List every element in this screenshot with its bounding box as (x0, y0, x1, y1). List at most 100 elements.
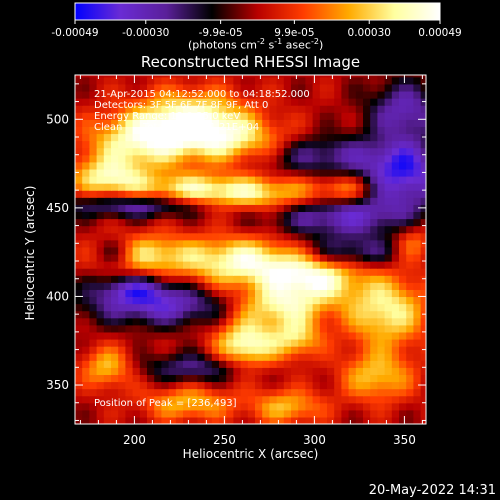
heatmap-cell (132, 282, 141, 290)
heatmap-cell (391, 197, 400, 205)
heatmap-cell (147, 83, 155, 92)
heatmap-cell (363, 303, 371, 312)
heatmap-cell (413, 303, 422, 312)
heatmap-cell (384, 374, 393, 383)
heatmap-cell (82, 282, 90, 290)
heatmap-cell (247, 133, 256, 142)
heatmap-cell (348, 211, 357, 220)
heatmap-cell (276, 190, 285, 198)
heatmap-cell (247, 140, 256, 149)
heatmap-cell (312, 388, 321, 397)
heatmap-cell (255, 416, 263, 424)
heatmap-cell (327, 261, 335, 269)
heatmap-cell (190, 197, 198, 205)
heatmap-cell (132, 133, 141, 142)
heatmap-cell (233, 147, 242, 156)
heatmap-cell (334, 296, 342, 305)
heatmap-cell (139, 211, 148, 220)
heatmap-cell (175, 133, 184, 142)
heatmap-cell (269, 275, 278, 283)
heatmap-cell (147, 98, 155, 106)
heatmap-cell (240, 416, 249, 424)
heatmap-cell (82, 168, 90, 177)
heatmap-cell (175, 175, 184, 184)
heatmap-cell (139, 282, 148, 290)
heatmap-cell (377, 147, 386, 156)
heatmap-cell (240, 183, 249, 191)
heatmap-cell (168, 105, 177, 113)
heatmap-cell (370, 232, 378, 241)
heatmap-cell (111, 90, 119, 99)
heatmap-cell (154, 161, 162, 170)
heatmap-cell (334, 105, 342, 113)
heatmap-cell (211, 246, 220, 255)
heatmap-cell (197, 388, 206, 397)
heatmap-cell (226, 239, 234, 248)
heatmap-cell (283, 317, 292, 326)
heatmap-cell (399, 324, 407, 333)
heatmap-cell (103, 211, 112, 220)
heatmap-cell (118, 140, 126, 149)
heatmap-cell (132, 197, 141, 205)
heatmap-cell (377, 190, 386, 198)
heatmap-cell (363, 161, 371, 170)
heatmap-cell (291, 296, 299, 305)
heatmap-cell (377, 338, 386, 347)
heatmap-cell (204, 90, 213, 99)
heatmap-cell (197, 168, 206, 177)
heatmap-cell (384, 133, 393, 142)
heatmap-cell (319, 374, 328, 383)
heatmap-cell (399, 246, 407, 255)
heatmap-cell (391, 119, 400, 127)
heatmap-cell (269, 147, 278, 156)
heatmap-cell (370, 83, 378, 92)
heatmap-cell (384, 183, 393, 191)
heatmap-cell (399, 140, 407, 149)
heatmap-cell (255, 98, 263, 106)
heatmap-cell (96, 338, 105, 347)
heatmap-cell (240, 388, 249, 397)
heatmap-cell (291, 261, 299, 269)
heatmap-cell (399, 76, 407, 85)
heatmap-cell (355, 268, 364, 276)
heatmap-cell (413, 310, 422, 319)
heatmap-cell (262, 168, 270, 177)
heatmap-cell (111, 204, 119, 213)
heatmap-cell (219, 133, 227, 142)
heatmap-cell (118, 98, 126, 106)
heatmap-cell (413, 275, 422, 283)
heatmap-cell (283, 303, 292, 312)
heatmap-cell (384, 402, 393, 411)
heatmap-cell (118, 204, 126, 213)
heatmap-cell (226, 175, 234, 184)
heatmap-cell (276, 105, 285, 113)
heatmap-cell (305, 204, 314, 213)
heatmap-cell (370, 105, 378, 113)
heatmap-cell (283, 253, 292, 262)
heatmap-cell (82, 409, 90, 418)
heatmap-cell (219, 112, 227, 120)
colorbar-tick-label: 9.9e-05 (274, 27, 314, 39)
heatmap-cell (377, 310, 386, 319)
heatmap-cell (327, 76, 335, 85)
heatmap-cell (276, 303, 285, 312)
heatmap-cell (233, 204, 242, 213)
heatmap-cell (377, 76, 386, 85)
heatmap-cell (420, 232, 426, 241)
heatmap-cell (168, 183, 177, 191)
heatmap-cell (283, 289, 292, 298)
heatmap-cell (103, 204, 112, 213)
heatmap-cell (319, 175, 328, 184)
heatmap-cell (240, 331, 249, 340)
heatmap-cell (82, 105, 90, 113)
heatmap-cell (161, 268, 170, 276)
heatmap-cell (226, 197, 234, 205)
heatmap-cell (391, 175, 400, 184)
heatmap-cell (312, 190, 321, 198)
heatmap-cell (406, 261, 414, 269)
heatmap-cell (283, 381, 292, 390)
heatmap-cell (118, 346, 126, 354)
heatmap-cell (96, 409, 105, 418)
heatmap-cell (190, 98, 198, 106)
heatmap-cell (283, 161, 292, 170)
